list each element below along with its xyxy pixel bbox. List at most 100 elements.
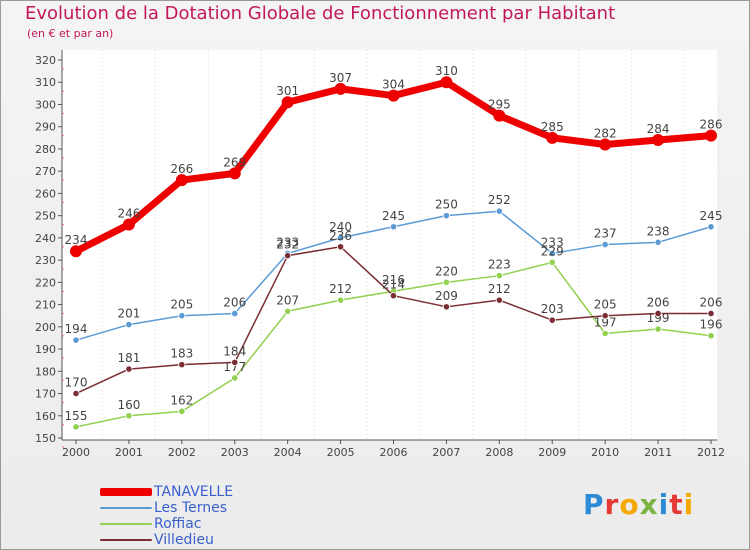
y-tick-label: 240 <box>35 232 56 245</box>
data-point-villedieu <box>442 303 451 311</box>
data-point-roffiac <box>548 258 556 266</box>
data-point-les-ternes <box>495 207 503 215</box>
y-tick-label: 220 <box>35 276 56 289</box>
data-label-villedieu: 170 <box>65 376 88 390</box>
data-point-les-ternes <box>72 336 80 344</box>
data-label-tanavelle: 246 <box>117 207 140 221</box>
data-point-roffiac <box>284 307 292 315</box>
y-tick-label: 320 <box>35 54 56 67</box>
data-point-roffiac <box>654 325 662 333</box>
data-label-villedieu: 203 <box>541 302 564 316</box>
data-point-tanavelle <box>70 245 82 258</box>
data-point-roffiac <box>707 332 715 340</box>
legend-label: Roffiac <box>154 516 202 532</box>
chart-legend: TANAVELLE Les Ternes Roffiac Villedieu <box>100 484 400 548</box>
data-point-tanavelle <box>652 134 665 147</box>
data-point-villedieu <box>548 316 556 324</box>
data-label-les-ternes: 250 <box>435 198 458 212</box>
data-point-les-ternes <box>707 223 715 231</box>
data-label-les-ternes: 205 <box>170 298 193 312</box>
data-point-villedieu <box>601 312 609 320</box>
data-label-tanavelle: 295 <box>488 98 511 112</box>
data-point-les-ternes <box>601 240 609 249</box>
data-label-villedieu: 232 <box>276 238 299 252</box>
data-point-tanavelle <box>546 131 559 144</box>
data-point-roffiac <box>178 407 186 415</box>
logo-letter: i <box>658 488 670 521</box>
data-label-roffiac: 197 <box>594 315 617 329</box>
data-point-roffiac <box>231 374 239 382</box>
x-tick-label: 2006 <box>380 446 408 459</box>
legend-item-roffiac: Roffiac <box>100 516 400 532</box>
data-label-tanavelle: 284 <box>647 122 670 136</box>
data-point-les-ternes <box>125 320 133 329</box>
data-label-roffiac: 196 <box>700 318 723 332</box>
data-point-villedieu <box>707 309 715 318</box>
data-label-les-ternes: 233 <box>276 235 299 249</box>
legend-swatch <box>100 507 152 509</box>
data-label-villedieu: 209 <box>435 289 458 303</box>
data-label-roffiac: 216 <box>382 273 405 287</box>
data-label-roffiac: 207 <box>276 293 299 307</box>
data-label-roffiac: 229 <box>541 244 564 258</box>
y-tick-label: 310 <box>35 76 56 89</box>
data-point-tanavelle <box>122 218 135 231</box>
data-label-roffiac: 223 <box>488 258 511 272</box>
data-label-tanavelle: 269 <box>223 155 246 169</box>
data-point-villedieu <box>125 365 133 373</box>
data-label-les-ternes: 252 <box>488 193 511 207</box>
data-point-roffiac <box>601 329 609 338</box>
chart-title: Evolution de la Dotation Globale de Fonc… <box>25 3 616 24</box>
data-label-tanavelle: 301 <box>276 84 299 98</box>
data-label-villedieu: 206 <box>647 295 670 309</box>
y-tick-label: 150 <box>35 432 56 445</box>
data-label-tanavelle: 307 <box>329 71 352 85</box>
data-label-villedieu: 181 <box>117 351 140 365</box>
y-tick-label: 290 <box>35 121 56 134</box>
x-tick-label: 2001 <box>115 446 143 459</box>
y-tick-label: 250 <box>35 210 56 223</box>
data-point-villedieu <box>389 292 398 300</box>
y-tick-label: 300 <box>35 98 56 111</box>
legend-swatch <box>100 488 152 496</box>
data-label-tanavelle: 285 <box>541 120 564 134</box>
x-tick-label: 2010 <box>591 446 619 459</box>
data-point-tanavelle <box>175 174 188 187</box>
data-label-les-ternes: 237 <box>594 227 617 241</box>
proxiti-logo: Proxiti <box>583 488 694 521</box>
data-label-villedieu: 214 <box>382 278 405 292</box>
y-tick-label: 230 <box>35 254 56 267</box>
data-point-roffiac <box>125 412 133 420</box>
y-tick-label: 160 <box>35 410 56 423</box>
data-point-villedieu <box>284 252 292 260</box>
data-point-tanavelle <box>228 167 241 180</box>
data-label-villedieu: 205 <box>594 298 617 312</box>
data-label-villedieu: 206 <box>700 295 723 309</box>
y-tick-label: 200 <box>35 321 56 334</box>
data-label-villedieu: 183 <box>170 347 193 361</box>
data-point-villedieu <box>495 296 503 304</box>
data-point-tanavelle <box>599 138 612 151</box>
legend-swatch <box>100 523 152 525</box>
data-point-les-ternes <box>548 249 556 258</box>
data-label-tanavelle: 234 <box>65 233 88 247</box>
x-tick-label: 2000 <box>62 446 90 459</box>
data-label-tanavelle: 266 <box>170 162 193 176</box>
legend-label: Villedieu <box>154 532 214 548</box>
legend-item-tanavelle: TANAVELLE <box>100 484 400 500</box>
data-label-roffiac: 199 <box>647 311 670 325</box>
data-point-tanavelle <box>440 76 453 89</box>
data-point-roffiac <box>442 278 451 286</box>
data-label-tanavelle: 304 <box>382 78 405 92</box>
logo-letter: x <box>639 488 659 521</box>
y-tick-label: 180 <box>35 365 56 378</box>
logo-letter: i <box>683 488 695 521</box>
data-label-roffiac: 177 <box>223 360 246 374</box>
data-point-villedieu <box>654 309 662 318</box>
data-point-tanavelle <box>281 96 294 109</box>
legend-label: TANAVELLE <box>154 484 234 500</box>
data-point-villedieu <box>336 243 345 251</box>
y-tick-label: 210 <box>35 299 56 312</box>
x-tick-label: 2008 <box>485 446 513 459</box>
data-point-les-ternes <box>231 309 239 318</box>
